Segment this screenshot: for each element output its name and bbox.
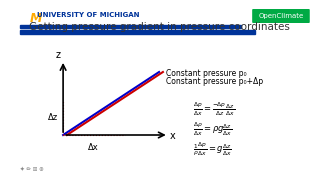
Text: ✦ ✏ ⊞ ⊕: ✦ ✏ ⊞ ⊕: [20, 167, 44, 172]
Text: UNIVERSITY OF MICHIGAN: UNIVERSITY OF MICHIGAN: [37, 12, 140, 18]
Text: $\frac{1}{\rho}\frac{\Delta p}{\Delta x} = g\frac{\Delta z}{\Delta x}$: $\frac{1}{\rho}\frac{\Delta p}{\Delta x}…: [193, 140, 231, 158]
Text: Δx: Δx: [88, 143, 99, 152]
Text: OpenClimate: OpenClimate: [258, 13, 304, 19]
Text: x: x: [170, 131, 175, 141]
Text: Δz: Δz: [48, 112, 58, 122]
Text: M: M: [29, 12, 42, 25]
Text: $\frac{\Delta p}{\Delta x} = \frac{-\Delta p}{\Delta z}\frac{\Delta z}{\Delta x}: $\frac{\Delta p}{\Delta x} = \frac{-\Del…: [193, 100, 235, 118]
Text: Getting pressure gradient in pressure coordinates: Getting pressure gradient in pressure co…: [28, 22, 290, 32]
Text: Constant pressure p₀: Constant pressure p₀: [166, 69, 246, 78]
Text: Constant pressure p₀+Δp: Constant pressure p₀+Δp: [166, 76, 263, 86]
Bar: [20, 30, 255, 33]
Bar: [20, 25, 241, 28]
FancyBboxPatch shape: [252, 9, 310, 23]
Text: $\frac{\Delta \rho}{\Delta x} = \rho g \frac{\Delta z}{\Delta x}$: $\frac{\Delta \rho}{\Delta x} = \rho g \…: [193, 120, 232, 138]
Text: z: z: [55, 50, 60, 60]
